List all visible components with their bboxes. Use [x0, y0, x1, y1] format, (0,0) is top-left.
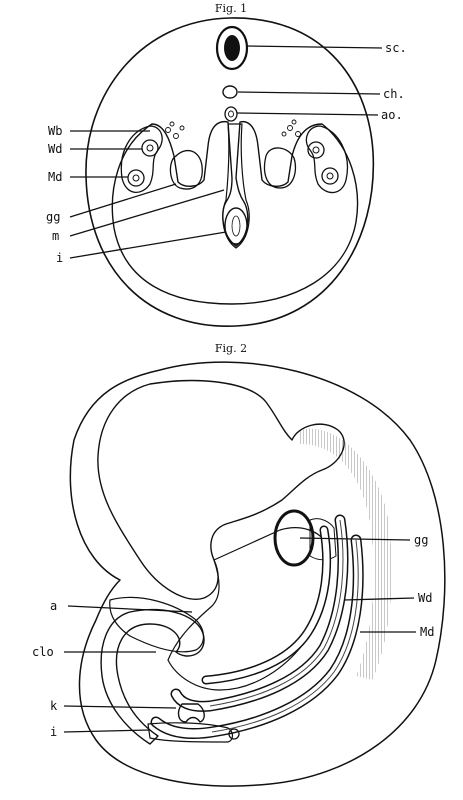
figure-2: Fig. 2	[32, 342, 446, 787]
label-clo: clo	[32, 645, 54, 659]
label-gg-2: gg	[414, 533, 428, 547]
label-a: a	[50, 599, 57, 613]
label-wd-2: Wd	[418, 591, 432, 605]
cloaca	[100, 608, 205, 745]
outer-membrane	[69, 361, 446, 787]
label-k: k	[50, 699, 58, 713]
figure-1-leaders	[69, 45, 383, 259]
spinal-cord-canal	[224, 35, 240, 61]
wolffian-body-left	[165, 121, 185, 139]
notochord	[222, 85, 238, 99]
mullerian-duct-core	[211, 539, 359, 733]
head-region	[97, 379, 345, 600]
genital-ridge-left	[169, 149, 203, 190]
body-wall-outline	[85, 17, 375, 327]
mullerian-duct-left	[127, 169, 145, 187]
intestine-end-cap	[228, 728, 240, 740]
figure-2-title: Fig. 2	[215, 342, 247, 355]
label-gg: gg	[46, 210, 60, 224]
mullerian-duct-right	[321, 167, 339, 185]
lateral-lobe-left	[120, 125, 163, 193]
label-m: m	[52, 229, 59, 243]
body-cavity	[167, 527, 329, 691]
label-ch: ch.	[383, 87, 405, 101]
kidney-bud	[177, 703, 205, 723]
label-i-2: i	[50, 725, 57, 739]
aorta-lumen	[228, 110, 234, 118]
figure-1-title: Fig. 1	[215, 2, 247, 15]
wolffian-duct-right-lumen	[312, 146, 320, 154]
wolffian-body-right	[281, 119, 301, 137]
label-ao: ao.	[381, 108, 403, 122]
mesentery	[222, 123, 250, 249]
label-wd: Wd	[48, 142, 62, 156]
label-wb: Wb	[48, 124, 62, 138]
wolffian-duct-core	[209, 519, 344, 707]
wolffian-duct-right	[307, 141, 325, 159]
wolffian-duct-left-lumen	[146, 144, 154, 152]
intestine-lumen	[231, 215, 241, 237]
label-md-2: Md	[420, 625, 434, 639]
mullerian-duct-right-lumen	[326, 172, 334, 180]
label-i: i	[56, 251, 63, 265]
intestine-end	[147, 722, 234, 743]
lateral-lobe-right	[305, 125, 348, 194]
figure-2-leaders	[63, 537, 416, 733]
intestine-section	[224, 207, 248, 245]
aorta	[224, 106, 238, 122]
allantois-region	[109, 596, 205, 653]
coelom-cavity	[111, 120, 359, 305]
genital-ridge-right	[263, 147, 297, 189]
gonad-mesentery	[309, 518, 337, 561]
mesonephric-tube-lumen	[203, 527, 330, 683]
spinal-cord	[215, 25, 249, 71]
figure-1: Fig. 1	[46, 2, 407, 327]
label-sc: sc.	[385, 41, 407, 55]
wolffian-duct-left	[141, 139, 159, 157]
spinal-band	[300, 428, 392, 680]
label-md: Md	[48, 170, 62, 184]
mullerian-duct-left-lumen	[132, 174, 140, 182]
